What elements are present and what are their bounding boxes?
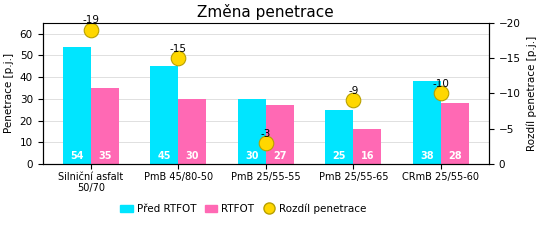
Bar [325, 110, 353, 164]
Bar [413, 81, 441, 164]
Text: 25: 25 [333, 152, 346, 161]
Text: 27: 27 [273, 152, 287, 161]
Text: 38: 38 [420, 152, 433, 161]
Title: Změna penetrace: Změna penetrace [197, 4, 334, 20]
Point [87, 28, 95, 32]
Legend: Před RTFOT, RTFOT, Rozdíl penetrace: Před RTFOT, RTFOT, Rozdíl penetrace [116, 200, 371, 218]
Point [349, 99, 358, 102]
Bar [150, 66, 179, 164]
Text: -10: -10 [432, 79, 449, 89]
Y-axis label: Penetrace [p.j.]: Penetrace [p.j.] [4, 53, 14, 134]
Text: 54: 54 [70, 152, 84, 161]
Text: -19: -19 [82, 15, 100, 26]
Point [437, 92, 445, 95]
Text: 45: 45 [157, 152, 171, 161]
Bar [441, 103, 469, 164]
Bar [179, 99, 206, 164]
Text: 28: 28 [448, 152, 461, 161]
Bar [353, 129, 381, 164]
Y-axis label: Rozdíl penetrace [p.j.]: Rozdíl penetrace [p.j.] [526, 36, 537, 151]
Bar [238, 99, 266, 164]
Bar [91, 88, 119, 164]
Text: 16: 16 [360, 152, 374, 161]
Bar [63, 47, 91, 164]
Text: 30: 30 [186, 152, 199, 161]
Text: -3: -3 [261, 128, 271, 139]
Text: 30: 30 [245, 152, 259, 161]
Text: -15: -15 [170, 44, 187, 54]
Point [174, 56, 183, 60]
Bar [266, 105, 294, 164]
Point [261, 141, 270, 145]
Text: 35: 35 [98, 152, 111, 161]
Text: -9: -9 [348, 86, 359, 96]
